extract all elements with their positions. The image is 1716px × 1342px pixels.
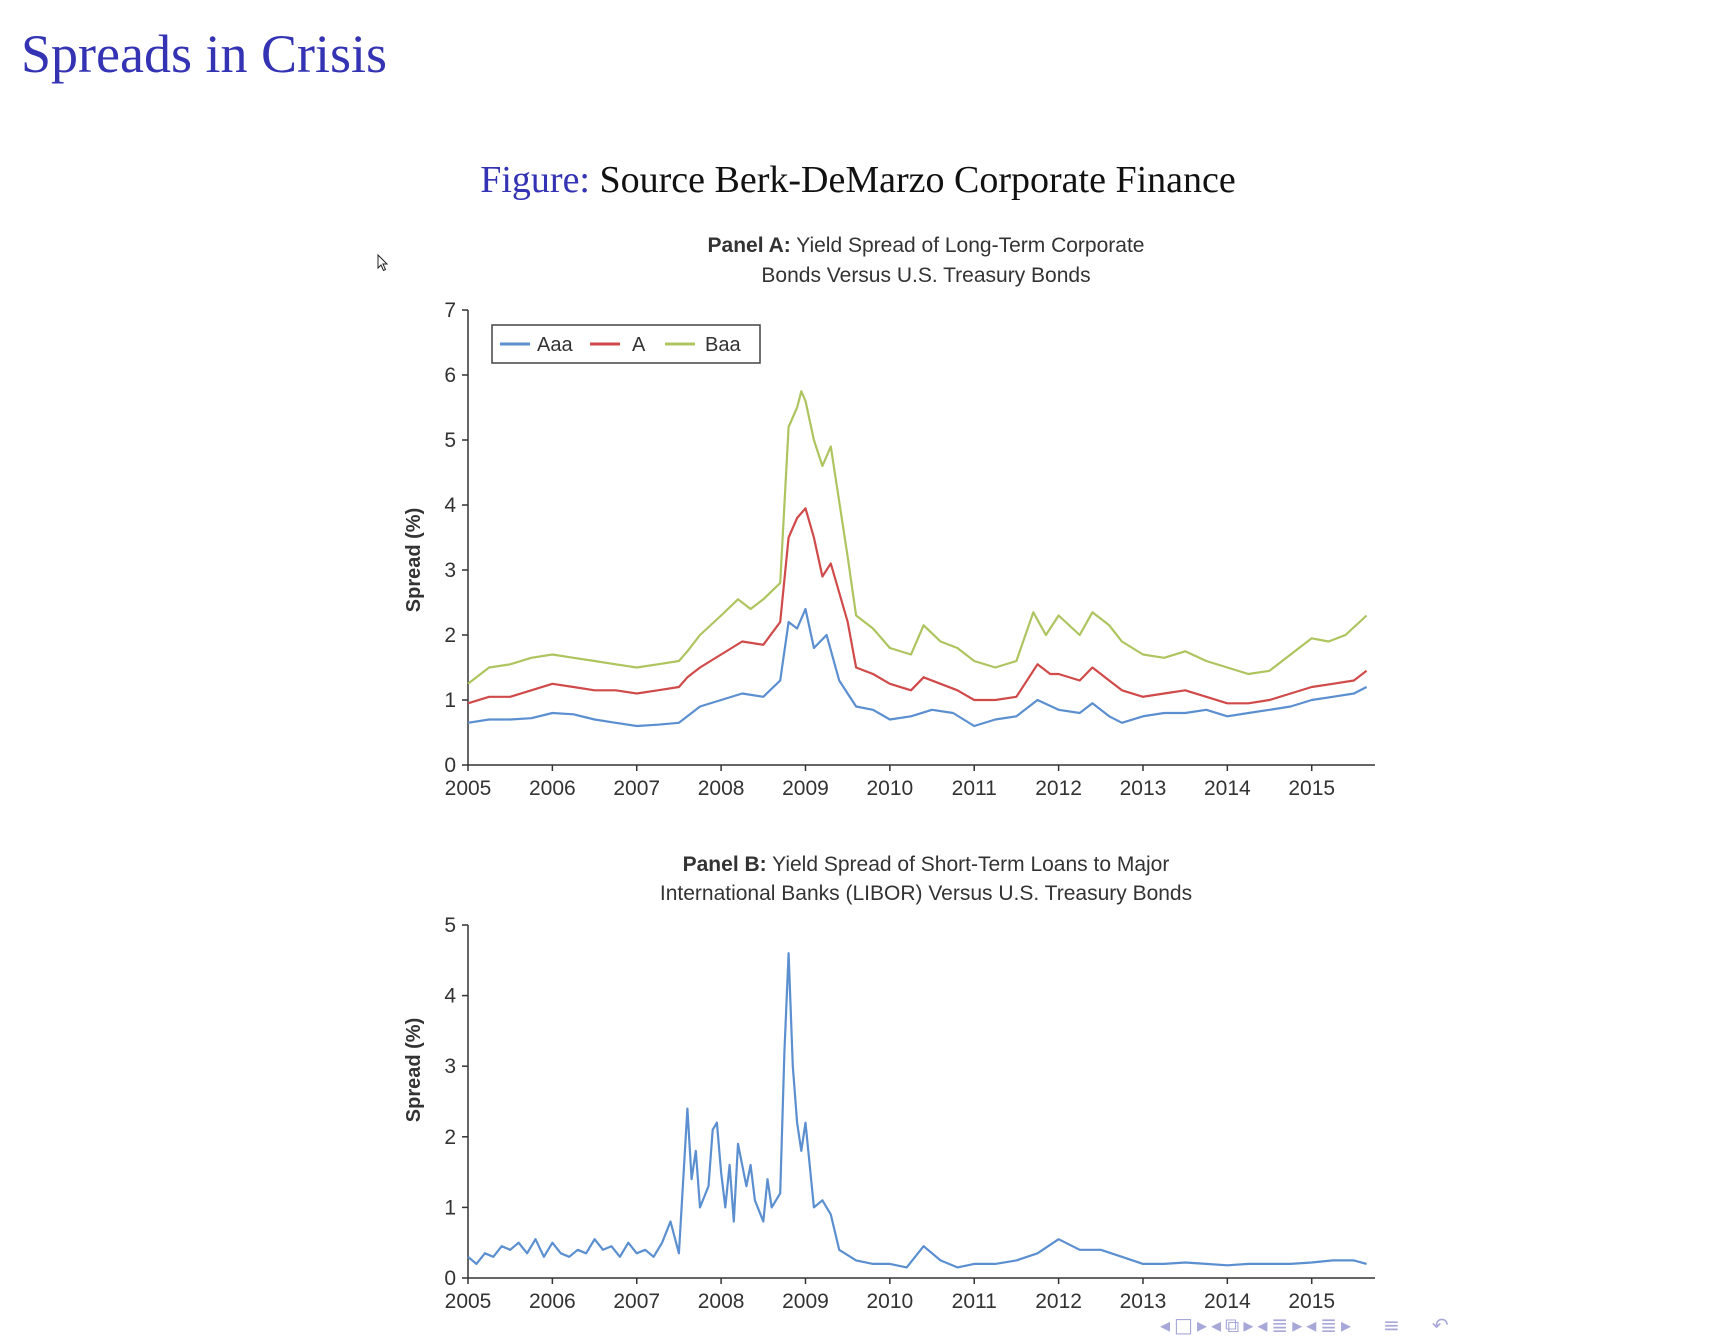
series-line-baa [467, 390, 1368, 685]
panel-a-legend: Aaa A Baa [491, 324, 761, 364]
x-tick-label: 2015 [1288, 1290, 1335, 1313]
x-tick-label: 2014 [1204, 777, 1251, 800]
nav-left-icon[interactable]: ◂ [1306, 1313, 1317, 1337]
panel-b-axes: 0 1 2 3 4 5 2005 2006 2007 2008 2009 2010 2011 2012 20… [444, 914, 1375, 1313]
panel-b-ylabel: Spread (%) [403, 1018, 425, 1122]
panel-b-title: Panel B: Yield Spread of Short-Term Loan… [660, 853, 1192, 905]
panel-a-axes: 0 1 2 3 4 5 6 7 2005 2006 2007 2008 2009 2010 2011 2012… [444, 299, 1375, 800]
panel-a-title-bold: Panel A: [708, 234, 791, 257]
y-tick-label: 5 [444, 914, 456, 937]
x-tick-label: 2007 [613, 1290, 660, 1313]
series-line-aaa [467, 607, 1368, 728]
x-tick-label: 2014 [1204, 1290, 1251, 1313]
panel-b-title-bold: Panel B: [683, 853, 767, 876]
panel-a-lines [467, 390, 1368, 728]
y-tick-label: 2 [444, 624, 456, 647]
nav-left-icon[interactable]: ◂ [1257, 1313, 1268, 1337]
y-tick-label: 0 [444, 754, 456, 777]
panel-a-title-line2: Bonds Versus U.S. Treasury Bonds [761, 264, 1090, 287]
x-tick-label: 2006 [529, 777, 576, 800]
nav-right-icon[interactable]: ▸ [1196, 1313, 1207, 1337]
y-tick-label: 7 [444, 299, 456, 322]
slide-title: Spreads in Crisis [21, 24, 388, 84]
svg-text:Panel A: Yield Spread of Long-: Panel A: Yield Spread of Long-Term Corpo… [708, 234, 1145, 257]
y-tick-label: 2 [444, 1126, 456, 1149]
nav-left-icon[interactable]: ◂ [1211, 1313, 1222, 1337]
x-tick-label: 2013 [1120, 1290, 1167, 1313]
caption-text: Source Berk-DeMarzo Corporate Finance [590, 159, 1236, 201]
nav-left-icon[interactable]: ◂ [1160, 1313, 1171, 1337]
y-tick-label: 4 [444, 494, 456, 517]
y-tick-label: 4 [444, 985, 456, 1008]
search-undo-icon[interactable]: ↶ [1431, 1313, 1449, 1337]
nav-right-icon[interactable]: ▸ [1243, 1313, 1254, 1337]
y-tick-label: 3 [444, 559, 456, 582]
menu-icon[interactable]: ≡ [1383, 1313, 1400, 1337]
x-tick-label: 2013 [1120, 777, 1167, 800]
x-tick-label: 2012 [1035, 777, 1082, 800]
panel-a-title: Panel A: Yield Spread of Long-Term Corpo… [708, 234, 1145, 287]
x-tick-label: 2009 [782, 1290, 829, 1313]
panel-b-lines [467, 952, 1367, 1269]
x-tick-label: 2011 [952, 777, 997, 800]
legend-aaa-label: Aaa [537, 334, 573, 356]
frame-icon[interactable]: □ [1174, 1313, 1193, 1337]
subsection-icon[interactable]: ⧉ [1225, 1313, 1240, 1337]
slide-navigation-bar: ◂ □ ▸ ◂ ⧉ ▸ ◂ ≣ ▸ ◂ ≣ ▸ ≡ ↶ [1160, 1312, 1710, 1338]
y-tick-label: 5 [444, 429, 456, 452]
subsection-list-icon[interactable]: ≣ [1271, 1313, 1289, 1337]
nav-right-icon[interactable]: ▸ [1292, 1313, 1303, 1337]
y-tick-label: 3 [444, 1055, 456, 1078]
panel-b-title-line2: International Banks (LIBOR) Versus U.S. … [660, 882, 1192, 905]
series-line-a [467, 507, 1368, 705]
x-tick-label: 2008 [698, 1290, 745, 1313]
y-tick-label: 1 [444, 1196, 456, 1219]
svg-text:Panel B: Yield Spread of Short: Panel B: Yield Spread of Short-Term Loan… [683, 853, 1170, 876]
legend-box [491, 324, 761, 364]
panel-a-title-rest: Yield Spread of Long-Term Corporate [791, 234, 1145, 257]
panel-b-chart: Panel B: Yield Spread of Short-Term Loan… [403, 853, 1375, 1313]
x-tick-label: 2012 [1035, 1290, 1082, 1313]
legend-a-label: A [632, 334, 646, 356]
figure-caption: Figure: Source Berk-DeMarzo Corporate Fi… [0, 158, 1716, 204]
x-tick-label: 2006 [529, 1290, 576, 1313]
y-tick-label: 0 [444, 1267, 456, 1290]
x-tick-label: 2008 [698, 777, 745, 800]
x-tick-label: 2005 [445, 777, 492, 800]
x-tick-label: 2009 [782, 777, 829, 800]
caption-label: Figure: [480, 159, 590, 201]
mouse-cursor-icon [377, 254, 389, 272]
x-tick-label: 2011 [952, 1290, 997, 1313]
series-line-libor [467, 952, 1367, 1269]
nav-right-icon[interactable]: ▸ [1341, 1313, 1352, 1337]
y-tick-label: 1 [444, 689, 456, 712]
section-list-icon[interactable]: ≣ [1320, 1313, 1338, 1337]
x-tick-label: 2010 [867, 1290, 914, 1313]
x-tick-label: 2007 [613, 777, 660, 800]
y-tick-label: 6 [444, 364, 456, 387]
panel-a-chart: Panel A: Yield Spread of Long-Term Corpo… [403, 234, 1375, 800]
x-tick-label: 2015 [1288, 777, 1335, 800]
panel-b-title-rest: Yield Spread of Short-Term Loans to Majo… [767, 853, 1170, 876]
panel-a-ylabel: Spread (%) [403, 508, 425, 612]
x-tick-label: 2010 [867, 777, 914, 800]
legend-baa-label: Baa [705, 334, 741, 356]
x-tick-label: 2005 [445, 1290, 492, 1313]
